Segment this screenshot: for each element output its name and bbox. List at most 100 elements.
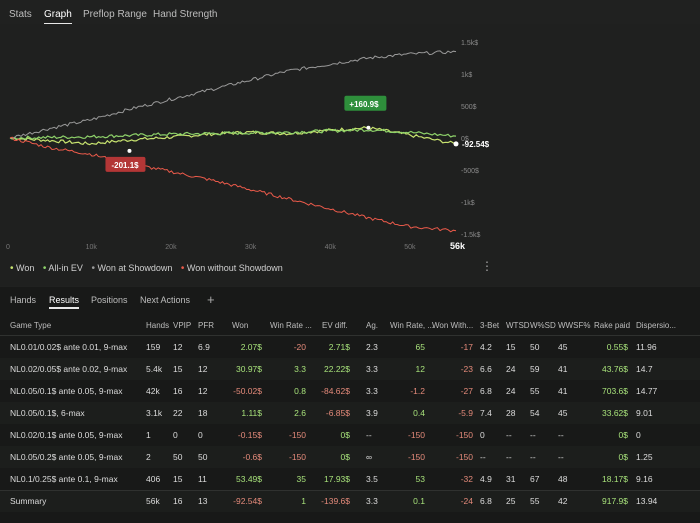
tab-positions[interactable]: Positions xyxy=(91,295,128,305)
table-row[interactable]: NL0.05/0.1$, 6-max 3.1k 22 18 1.11$ 2.6 -6.85$… xyxy=(0,402,700,424)
table-cell: 1.11$ xyxy=(241,408,262,418)
tab-graph[interactable]: Graph xyxy=(44,9,72,25)
column-header[interactable]: Ag. xyxy=(366,321,379,330)
table-cell: 15 xyxy=(506,342,516,352)
x-tick-label: 56k xyxy=(450,241,466,251)
table-cell: NL0.05/0.1$, 6-max xyxy=(10,408,85,418)
table-cell: 16 xyxy=(173,496,183,506)
more-options-icon[interactable]: ⋮ xyxy=(481,259,493,273)
column-header[interactable]: W%SD xyxy=(530,321,556,330)
table-cell: -1.2 xyxy=(410,386,425,396)
table-cell: 17.93$ xyxy=(324,474,350,484)
table-cell: -150 xyxy=(288,430,306,440)
tab-hand-strength[interactable]: Hand Strength xyxy=(153,9,218,20)
table-cell: 0.55$ xyxy=(606,342,628,352)
legend-won-showdown[interactable]: • Won at Showdown xyxy=(91,263,173,274)
legend-won-without-showdown[interactable]: • Won without Showdown xyxy=(180,263,283,274)
legend-allin-ev[interactable]: • All-in EV xyxy=(42,263,83,274)
table-cell: 159 xyxy=(146,342,161,352)
table-cell: NL0.1/0.25$ ante 0.1, 9-max xyxy=(10,474,118,484)
column-header[interactable]: WWSF% xyxy=(558,321,591,330)
bottom-tab-bar: Hands Results Positions Next Actions + xyxy=(0,287,700,311)
table-cell: -32 xyxy=(460,474,473,484)
column-header[interactable]: Won xyxy=(232,321,249,330)
table-cell: 6.9 xyxy=(198,342,210,352)
table-cell: 3.3 xyxy=(366,386,378,396)
peak-badge-label: +160.9$ xyxy=(349,100,379,109)
table-cell: 6.8 xyxy=(480,496,492,506)
table-cell: 0.4 xyxy=(413,408,425,418)
table-cell: 41 xyxy=(558,364,568,374)
table-cell: 3.5 xyxy=(366,474,378,484)
table-cell: 56k xyxy=(146,496,160,506)
table-cell: 2.07$ xyxy=(240,342,262,352)
table-cell: 35 xyxy=(296,474,306,484)
table-row[interactable]: NL0.02/0.1$ ante 0.05, 9-max 1 0 0 -0.15$ -15… xyxy=(0,424,700,446)
table-cell: 1.25 xyxy=(636,452,653,462)
table-row[interactable]: NL0.1/0.25$ ante 0.1, 9-max 406 15 11 53.49$… xyxy=(0,468,700,490)
table-cell: 53.49$ xyxy=(236,474,262,484)
table-cell: -17 xyxy=(460,342,473,352)
tab-preflop-range[interactable]: Preflop Range xyxy=(83,9,147,20)
table-cell: NL0.01/0.02$ ante 0.01, 9-max xyxy=(10,342,128,352)
add-tab-icon[interactable]: + xyxy=(207,292,215,307)
table-cell: 55 xyxy=(530,496,540,506)
y-tick-label: 1k$ xyxy=(461,72,472,79)
table-cell: NL0.05/0.1$ ante 0.05, 9-max xyxy=(10,386,123,396)
column-header[interactable]: PFR xyxy=(198,321,214,330)
table-cell: 45 xyxy=(558,342,568,352)
table-cell: -139.6$ xyxy=(321,496,350,506)
column-header[interactable]: WTSD xyxy=(506,321,530,330)
table-cell: 59 xyxy=(530,364,540,374)
table-row[interactable]: NL0.05/0.2$ ante 0.05, 9-max 2 50 50 -0.6$ -1… xyxy=(0,446,700,468)
table-row[interactable]: NL0.01/0.02$ ante 0.01, 9-max 159 12 6.9 2.0… xyxy=(0,336,700,358)
table-row[interactable]: NL0.05/0.1$ ante 0.05, 9-max 42k 16 12 -50.0… xyxy=(0,380,700,402)
table-cell: -24 xyxy=(460,496,473,506)
table-cell: 0$ xyxy=(340,452,350,462)
table-cell: 0.1 xyxy=(413,496,425,506)
series-line-2 xyxy=(9,50,457,139)
column-header[interactable]: Dispersio... xyxy=(636,321,677,330)
x-tick-label: 30k xyxy=(245,244,257,251)
table-cell: 14.7 xyxy=(636,364,653,374)
table-cell: 14.77 xyxy=(636,386,658,396)
column-header[interactable]: 3-Bet xyxy=(480,321,500,330)
table-cell: 45 xyxy=(558,408,568,418)
table-cell: -5.9 xyxy=(458,408,473,418)
legend-won[interactable]: • Won xyxy=(10,263,35,274)
tab-next-actions[interactable]: Next Actions xyxy=(140,295,191,305)
summary-row[interactable]: Summary 56k 16 13 -92.54$ 1 -139.6$ 3.3 0.1 -24 6.… xyxy=(0,490,700,512)
table-cell: 3.3 xyxy=(366,496,378,506)
x-tick-label: 40k xyxy=(325,244,337,251)
column-header[interactable]: Win Rate, ... xyxy=(390,321,435,330)
tab-results[interactable]: Results xyxy=(49,295,80,309)
column-header[interactable]: Win Rate ... xyxy=(270,321,312,330)
column-header[interactable]: EV diff. xyxy=(322,321,348,330)
table-cell: 6.6 xyxy=(480,364,492,374)
table-cell: 0 xyxy=(198,430,203,440)
table-cell: -23 xyxy=(460,364,473,374)
column-header[interactable]: Hands xyxy=(146,321,170,330)
header-divider xyxy=(0,335,700,336)
table-cell: 11.96 xyxy=(636,342,657,352)
table-cell: 2 xyxy=(146,452,151,462)
series-line-0 xyxy=(9,126,457,146)
column-header[interactable]: VPIP xyxy=(173,321,192,330)
column-header[interactable]: Won With... xyxy=(432,321,474,330)
table-cell: -- xyxy=(506,452,512,462)
table-header: Game Type Hands VPIP PFR Won Win Rate ... EV d… xyxy=(0,313,700,335)
series-line-1 xyxy=(9,127,457,141)
table-cell: 1 xyxy=(301,496,306,506)
table-cell: 0 xyxy=(636,430,641,440)
table-cell: 13.94 xyxy=(636,496,658,506)
results-chart: 1.5k$ 1k$ 500$ 0$ -500$ -1k$ -1.5k$ 0 10k 20k 30k 4… xyxy=(6,40,490,251)
table-cell: 12 xyxy=(198,364,208,374)
peak-badge xyxy=(344,95,387,111)
column-header[interactable]: Game Type xyxy=(10,321,52,330)
column-header[interactable]: Rake paid xyxy=(594,321,631,330)
table-row[interactable]: NL0.02/0.05$ ante 0.02, 9-max 5.4k 15 12 30.… xyxy=(0,358,700,380)
table-cell: -150 xyxy=(455,430,473,440)
table-cell: -6.85$ xyxy=(325,408,350,418)
tab-hands[interactable]: Hands xyxy=(10,295,37,305)
tab-stats[interactable]: Stats xyxy=(9,9,32,20)
